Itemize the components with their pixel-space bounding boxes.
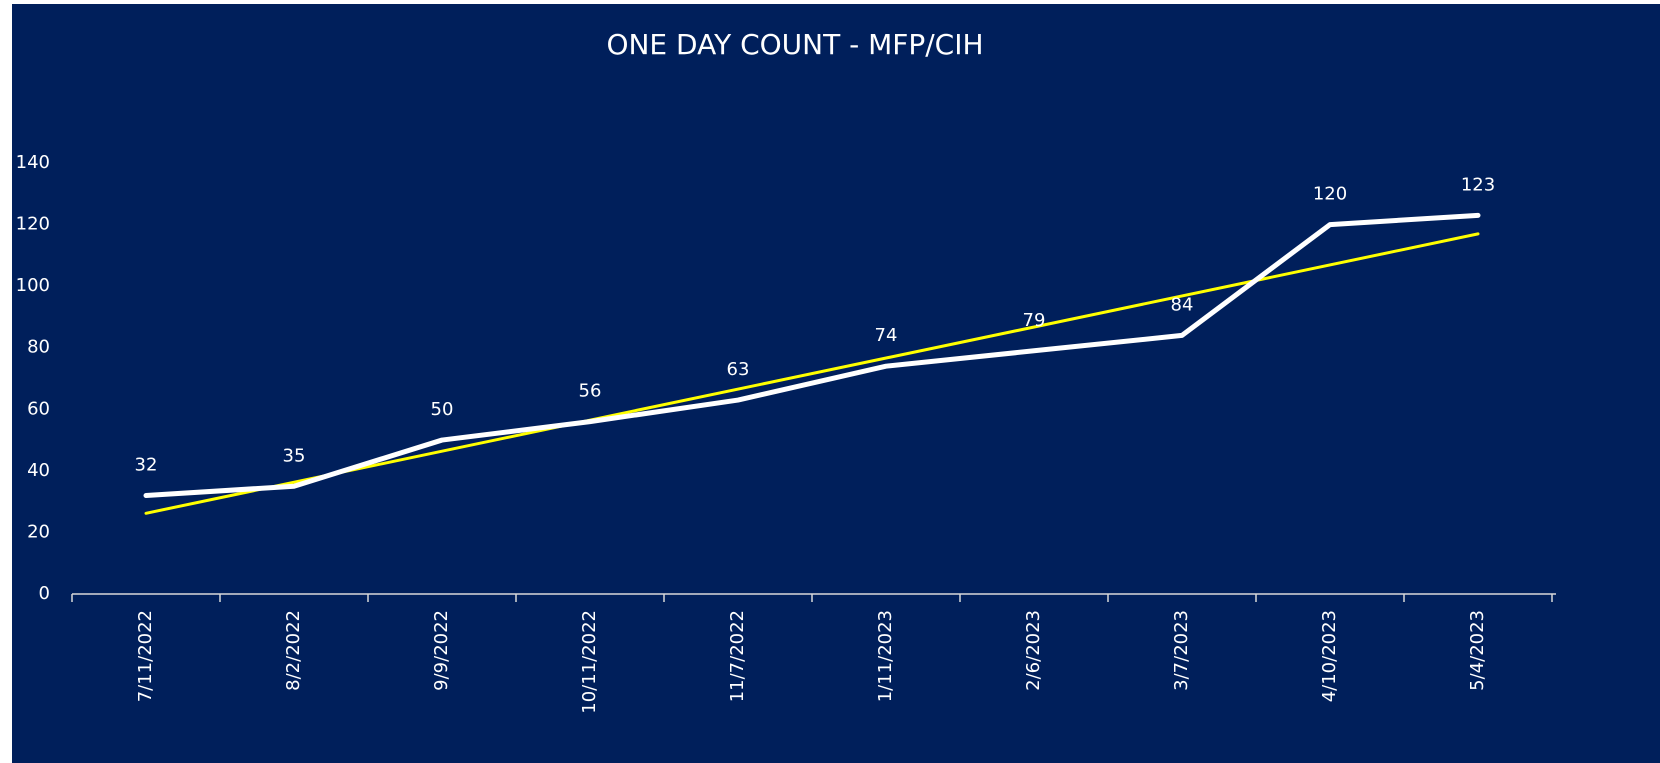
x-tick-label: 1/11/2023 — [875, 610, 896, 702]
y-tick-label: 40 — [27, 460, 50, 481]
x-tick-label: 5/4/2023 — [1467, 610, 1488, 691]
x-tick-label: 10/11/2022 — [579, 610, 600, 714]
x-tick-label: 3/7/2023 — [1171, 610, 1192, 691]
x-tick-label: 2/6/2023 — [1023, 610, 1044, 691]
data-label: 56 — [579, 381, 602, 402]
data-label: 32 — [135, 454, 158, 475]
y-tick-label: 80 — [27, 337, 50, 358]
y-tick-label: 100 — [16, 275, 50, 296]
y-tick-label: 0 — [39, 583, 50, 604]
x-tick-label: 4/10/2023 — [1319, 610, 1340, 702]
data-line — [143, 212, 1481, 498]
x-tick-label: 7/11/2022 — [135, 610, 156, 702]
data-label: 120 — [1313, 184, 1347, 205]
data-label: 84 — [1171, 294, 1194, 315]
data-label: 50 — [431, 399, 454, 420]
x-tick-label: 9/9/2022 — [431, 610, 452, 691]
data-label: 35 — [283, 445, 306, 466]
x-tick-label: 8/2/2022 — [283, 610, 304, 691]
x-tick-label: 11/7/2022 — [727, 610, 748, 702]
data-label: 123 — [1461, 174, 1495, 195]
y-tick-label: 60 — [27, 398, 50, 419]
y-tick-label: 120 — [16, 214, 50, 235]
y-tick-label: 20 — [27, 521, 50, 542]
data-label: 63 — [727, 359, 750, 380]
data-label: 79 — [1023, 310, 1046, 331]
y-tick-label: 140 — [16, 152, 50, 173]
data-label: 74 — [875, 325, 898, 346]
chart-background — [12, 4, 1660, 763]
chart-title: ONE DAY COUNT - MFP/CIH — [606, 28, 983, 61]
